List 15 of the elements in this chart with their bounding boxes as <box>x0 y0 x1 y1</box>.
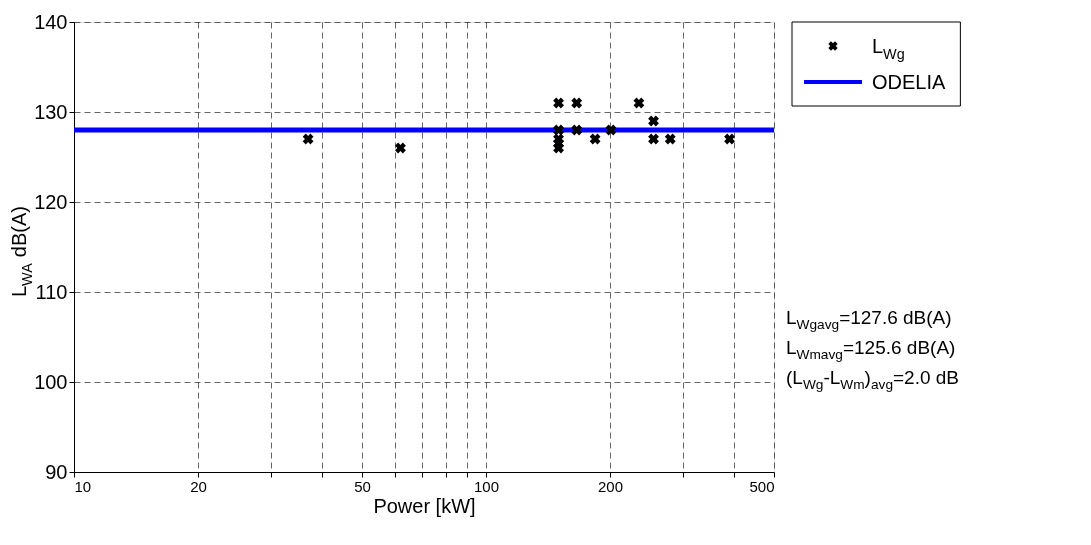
x-tick-label: 20 <box>190 477 207 495</box>
y-tick-label: 120 <box>34 190 68 213</box>
y-tick-label: 110 <box>35 280 68 303</box>
x-tick-label: 50 <box>354 477 371 495</box>
y-tick-label: 130 <box>34 100 68 123</box>
x-tick-label: 100 <box>474 477 500 495</box>
x-axis-title: Power [kW] <box>373 494 476 517</box>
y-tick-label: 140 <box>34 10 68 33</box>
legend-label: ODELIA <box>872 71 947 93</box>
x-tick-label: 10 <box>74 477 92 495</box>
y-axis-title: LWA dB(A) <box>8 206 35 298</box>
y-tick-label: 90 <box>45 460 68 483</box>
x-tick-label: 200 <box>598 477 624 495</box>
x-tick-label: 500 <box>749 477 775 495</box>
y-tick-label: 100 <box>34 370 68 393</box>
